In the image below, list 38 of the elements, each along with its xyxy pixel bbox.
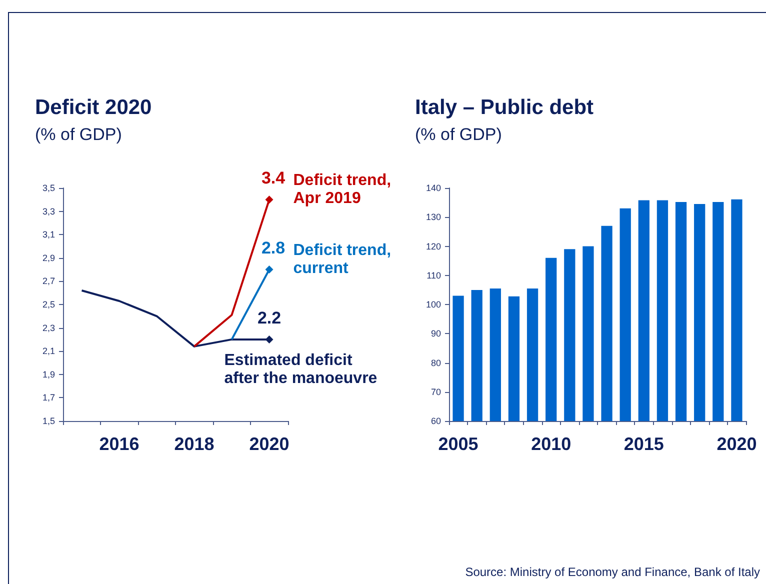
source-note: Source: Ministry of Economy and Finance, Bank of Italy	[465, 565, 760, 579]
y-tick-label: 2,3	[42, 322, 55, 333]
series-label: Deficit trend, current	[293, 242, 396, 278]
y-tick-label: 3,5	[42, 183, 55, 193]
y-tick-label: 120	[426, 241, 441, 252]
series-label: Estimated deficit after the manoeuvre	[224, 352, 378, 387]
y-tick-label: 2,9	[42, 252, 55, 263]
chart-subtitle: (% of GDP)	[415, 125, 502, 144]
x-tick-label: 2015	[624, 434, 664, 454]
y-tick-label: 90	[430, 328, 441, 339]
series-label: Deficit trend, Apr 2019	[293, 172, 396, 208]
y-tick-label: 1,7	[42, 392, 55, 403]
chart-subtitle: (% of GDP)	[35, 125, 122, 144]
x-tick-label: 2010	[531, 434, 572, 454]
y-tick-label: 140	[426, 183, 441, 193]
y-tick-label: 70	[430, 386, 441, 397]
y-tick-label: 2,1	[42, 346, 55, 356]
x-tick-label: 2016	[99, 434, 140, 454]
y-tick-label: 3,1	[42, 230, 55, 240]
y-tick-label: 130	[426, 212, 441, 222]
y-tick-label: 2,5	[42, 300, 55, 310]
y-tick-label: 60	[430, 416, 441, 426]
data-label: 2.8	[261, 238, 286, 258]
chart-title: Italy – Public debt	[415, 96, 594, 119]
data-label: 3.4	[261, 168, 286, 188]
data-label: 2.2	[257, 308, 282, 328]
x-tick-label: 2018	[174, 434, 214, 454]
x-tick-label: 2005	[438, 434, 478, 454]
y-tick-label: 2,7	[42, 276, 55, 286]
chart-title: Deficit 2020	[35, 96, 152, 119]
x-tick-label: 2020	[716, 434, 757, 454]
y-tick-label: 1,5	[42, 416, 55, 426]
y-tick-label: 3,3	[42, 206, 55, 216]
x-tick-label: 2020	[249, 434, 290, 454]
y-tick-label: 1,9	[42, 369, 55, 380]
y-tick-label: 100	[426, 300, 441, 310]
y-tick-label: 110	[426, 270, 441, 280]
y-tick-label: 80	[430, 358, 441, 368]
